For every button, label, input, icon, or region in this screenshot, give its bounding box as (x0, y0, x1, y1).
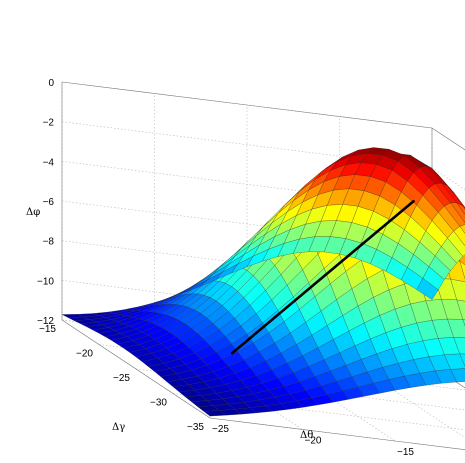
y-grid-line (172, 393, 465, 431)
z-tick-label: −10 (37, 276, 54, 287)
y-tick-label: −15 (39, 324, 56, 335)
top-edge (431, 127, 465, 151)
top-edge (61, 81, 433, 129)
z-tick-label: −2 (43, 118, 55, 129)
surface-patch (61, 314, 84, 318)
z-grid-line (61, 121, 433, 168)
z-tick-label: −6 (43, 197, 55, 208)
floor-edge (431, 365, 465, 389)
surface-mesh (61, 147, 465, 417)
y-axis-label: Δγ (112, 422, 125, 433)
y-axis-line (61, 319, 211, 419)
z-tick-label: 0 (48, 78, 54, 89)
z-axis-label: Δφ (26, 207, 40, 218)
z-tick-label: −12 (37, 316, 54, 327)
x-tick-label: −15 (397, 447, 414, 458)
ridge-segment (230, 199, 415, 355)
y-tick-label: −20 (76, 349, 93, 360)
y-tick-label: −30 (150, 398, 167, 409)
x-tick-label: −25 (212, 424, 229, 435)
x-grid-line (339, 354, 465, 438)
z-tick-label: −8 (43, 237, 55, 248)
ridge-line (230, 199, 415, 355)
x-axis-label: Δθ (300, 430, 313, 441)
y-tick-label: −25 (113, 373, 130, 384)
z-tick-label: −4 (43, 157, 55, 168)
tick-labels: 0−2−4−6−8−10−12−15−20−25−30−35−25−20−15−… (37, 78, 414, 458)
x-axis-line (209, 417, 465, 451)
x-tick-label: −20 (305, 436, 322, 447)
y-tick-label: −35 (187, 422, 204, 433)
